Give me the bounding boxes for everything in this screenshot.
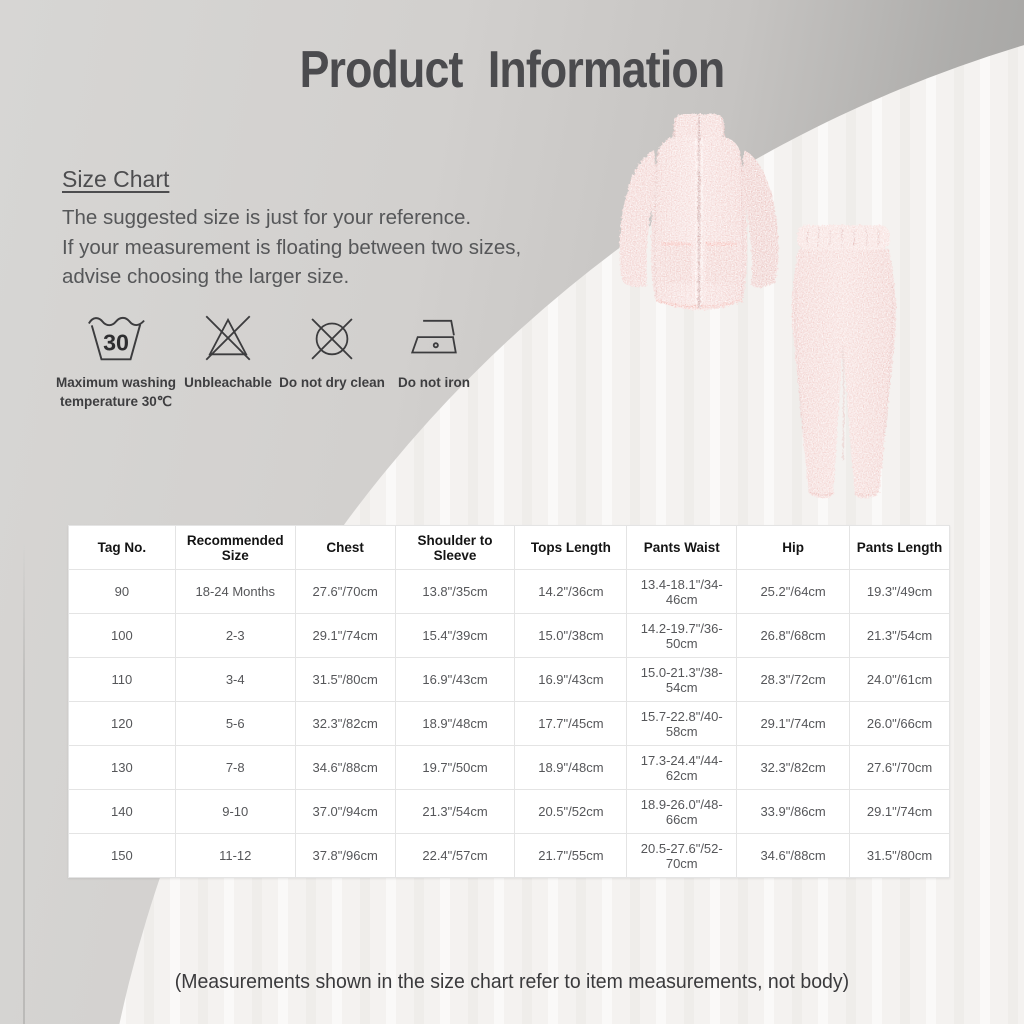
table-cell: 18.9"/48cm	[514, 745, 628, 790]
page-title: Product Information	[299, 41, 726, 99]
table-cell: 15.0-21.3"/38-54cm	[626, 657, 738, 702]
care-item-max-wash: 30 Maximum washing temperature 30℃	[52, 308, 180, 412]
wash-tub-30-icon: 30	[85, 308, 147, 368]
table-cell: 110	[68, 657, 176, 702]
table-cell: 24.0"/61cm	[849, 657, 950, 702]
table-cell: 37.0"/94cm	[294, 789, 396, 834]
table-row: 120 5-6 32.3"/82cm 18.9"/48cm 17.7"/45cm 15.7…	[68, 701, 950, 746]
care-label: Do not dry clean	[279, 375, 385, 390]
iron-icon	[405, 308, 463, 368]
table-row: 110 3-4 31.5"/80cm 16.9"/43cm 16.9"/43cm 15.0…	[68, 657, 950, 702]
table-cell: 18.9"/48cm	[394, 701, 516, 746]
table-cell: 29.1"/74cm	[849, 789, 950, 834]
table-cell: 33.9"/86cm	[736, 789, 851, 834]
table-cell: 31.5"/80cm	[849, 833, 950, 878]
column-header: Pants Length	[849, 525, 950, 570]
table-cell: 18.9-26.0"/48-66cm	[626, 789, 738, 834]
care-item-no-iron: Do not iron	[388, 308, 480, 393]
table-cell: 15.4"/39cm	[394, 613, 516, 658]
footer-note: (Measurements shown in the size chart re…	[174, 970, 850, 993]
table-cell: 13.4-18.1"/34-46cm	[626, 569, 738, 614]
table-cell: 14.2"/36cm	[514, 569, 628, 614]
table-cell: 20.5-27.6"/52-70cm	[626, 833, 738, 878]
table-cell: 31.5"/80cm	[294, 657, 396, 702]
table-cell: 90	[68, 569, 176, 614]
table-cell: 21.3"/54cm	[394, 789, 516, 834]
table-cell: 15.7-22.8"/40-58cm	[626, 701, 738, 746]
table-cell: 17.7"/45cm	[514, 701, 628, 746]
column-header: Hip	[736, 525, 851, 570]
table-cell: 100	[68, 613, 176, 658]
wall-edge-line	[23, 540, 25, 1024]
table-cell: 20.5"/52cm	[514, 789, 628, 834]
care-label: Do not iron	[398, 375, 470, 390]
table-cell: 19.3"/49cm	[849, 569, 950, 614]
care-item-no-dry-clean: Do not dry clean	[276, 308, 388, 393]
table-cell: 25.2"/64cm	[736, 569, 851, 614]
column-header: Shoulder to Sleeve	[394, 525, 516, 570]
column-header: Pants Waist	[626, 525, 738, 570]
table-cell: 13.8"/35cm	[394, 569, 516, 614]
table-cell: 2-3	[174, 613, 296, 658]
column-header: Chest	[294, 525, 396, 570]
table-cell: 18-24 Months	[174, 569, 296, 614]
table-cell: 32.3"/82cm	[736, 745, 851, 790]
fleece-pants-image	[791, 225, 897, 499]
intro-line: The suggested size is just for your refe…	[62, 206, 472, 229]
table-row: 150 11-12 37.8"/96cm 22.4"/57cm 21.7"/55cm 20…	[68, 833, 950, 878]
table-cell: 28.3"/72cm	[736, 657, 851, 702]
table-cell: 27.6"/70cm	[849, 745, 950, 790]
table-cell: 5-6	[174, 701, 296, 746]
table-cell: 29.1"/74cm	[294, 613, 396, 658]
table-cell: 9-10	[174, 789, 296, 834]
table-cell: 15.0"/38cm	[514, 613, 628, 658]
size-table-body: 90 18-24 Months 27.6"/70cm 13.8"/35cm 14.2"/…	[68, 569, 950, 878]
table-cell: 120	[68, 701, 176, 746]
table-cell: 140	[68, 789, 176, 834]
crossed-circle-icon	[303, 308, 361, 368]
table-cell: 32.3"/82cm	[294, 701, 396, 746]
table-cell: 29.1"/74cm	[736, 701, 851, 746]
table-cell: 34.6"/88cm	[736, 833, 851, 878]
table-cell: 19.7"/50cm	[394, 745, 516, 790]
size-chart-heading: Size Chart	[62, 166, 170, 192]
table-cell: 150	[68, 833, 176, 878]
fleece-jacket-image	[619, 114, 779, 310]
column-header: Recommended Size	[174, 525, 296, 570]
table-row: 90 18-24 Months 27.6"/70cm 13.8"/35cm 14.2"/…	[68, 569, 950, 614]
table-cell: 14.2-19.7"/36-50cm	[626, 613, 738, 658]
size-chart-intro: Size Chart The suggested size is just fo…	[62, 166, 622, 292]
table-cell: 16.9"/43cm	[514, 657, 628, 702]
table-row: 100 2-3 29.1"/74cm 15.4"/39cm 15.0"/38cm 14.2…	[68, 613, 950, 658]
table-cell: 21.7"/55cm	[514, 833, 628, 878]
table-row: 140 9-10 37.0"/94cm 21.3"/54cm 20.5"/52cm 18.…	[68, 789, 950, 834]
table-cell: 37.8"/96cm	[294, 833, 396, 878]
care-item-unbleachable: Unbleachable	[180, 308, 276, 393]
table-cell: 34.6"/88cm	[294, 745, 396, 790]
table-cell: 17.3-24.4"/44-62cm	[626, 745, 738, 790]
table-cell: 26.8"/68cm	[736, 613, 851, 658]
size-table: Tag No. Recommended Size Chest Shoulder to …	[68, 525, 950, 878]
table-cell: 22.4"/57cm	[394, 833, 516, 878]
table-cell: 3-4	[174, 657, 296, 702]
table-cell: 7-8	[174, 745, 296, 790]
care-instructions: 30 Maximum washing temperature 30℃ Unble…	[52, 308, 480, 412]
table-cell: 130	[68, 745, 176, 790]
care-label: Maximum washing temperature 30℃	[55, 375, 177, 409]
table-cell: 27.6"/70cm	[294, 569, 396, 614]
crossed-triangle-icon	[199, 308, 257, 368]
care-label: Unbleachable	[184, 375, 272, 390]
table-cell: 16.9"/43cm	[394, 657, 516, 702]
table-cell: 11-12	[174, 833, 296, 878]
table-cell: 21.3"/54cm	[849, 613, 950, 658]
column-header: Tops Length	[514, 525, 628, 570]
intro-line: If your measurement is floating between …	[62, 235, 522, 259]
intro-line: advise choosing the larger size.	[62, 265, 350, 289]
size-table-head-row: Tag No. Recommended Size Chest Shoulder to …	[68, 525, 950, 570]
table-row: 130 7-8 34.6"/88cm 19.7"/50cm 18.9"/48cm 17.3…	[68, 745, 950, 790]
table-cell: 26.0"/66cm	[849, 701, 950, 746]
svg-text:30: 30	[103, 330, 129, 356]
column-header: Tag No.	[68, 525, 176, 570]
